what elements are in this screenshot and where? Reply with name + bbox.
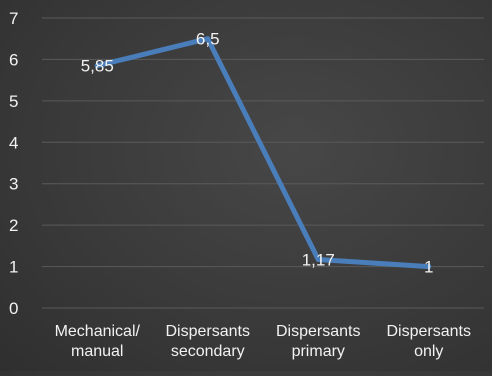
y-tick-label: 1 xyxy=(9,258,18,277)
y-tick-label: 2 xyxy=(9,216,18,235)
x-tick-label: Dispersants secondary xyxy=(166,323,250,360)
data-point xyxy=(315,257,321,263)
y-axis-ticks: 0 1 2 3 4 5 6 7 xyxy=(9,9,18,318)
data-point xyxy=(205,36,211,42)
series-layer xyxy=(94,36,432,270)
y-tick-label: 4 xyxy=(9,133,18,152)
x-tick-label: Dispersants only xyxy=(387,323,471,360)
data-label: 5,85 xyxy=(81,57,114,76)
data-labels: 5,85 6,5 1,17 1 xyxy=(81,30,434,277)
data-label: 1 xyxy=(424,258,433,277)
x-tick-label: Mechanical/manual xyxy=(55,323,141,360)
x-axis-ticks: Mechanical/manual Dispersants secondary Dis… xyxy=(55,323,471,360)
data-point xyxy=(94,63,100,69)
series-line xyxy=(94,36,432,270)
x-tick-label: Dispersants primary xyxy=(276,323,360,360)
y-tick-label: 3 xyxy=(9,175,18,194)
data-label: 1,17 xyxy=(302,251,335,270)
y-tick-label: 0 xyxy=(9,299,18,318)
data-point xyxy=(426,264,432,270)
data-label: 6,5 xyxy=(196,30,220,49)
y-tick-label: 6 xyxy=(9,50,18,69)
y-tick-label: 7 xyxy=(9,9,18,28)
y-tick-label: 5 xyxy=(9,92,18,111)
